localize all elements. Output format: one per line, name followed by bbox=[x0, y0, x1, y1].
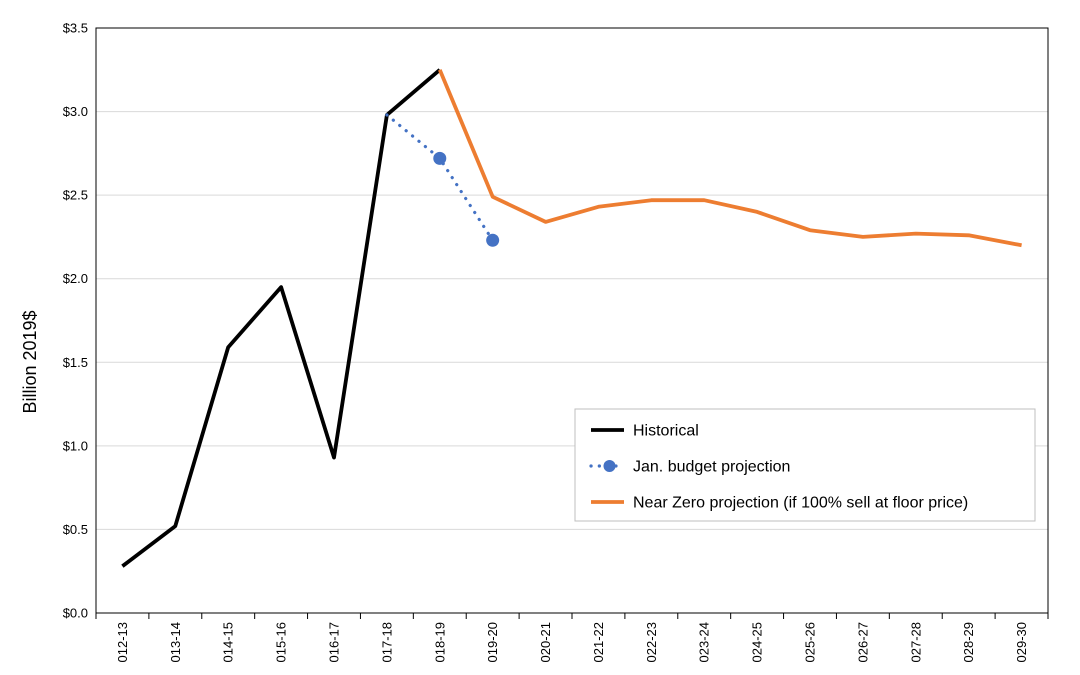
x-tick-label: 014-15 bbox=[221, 622, 236, 662]
y-tick-label: $2.0 bbox=[63, 271, 88, 286]
x-tick-label: 028-29 bbox=[961, 622, 976, 662]
x-tick-label: 012-13 bbox=[115, 622, 130, 662]
x-tick-label: 018-19 bbox=[432, 622, 447, 662]
x-tick-label: 013-14 bbox=[168, 622, 183, 662]
axes: $0.0 $0.5 $1.0 $1.5 $2.0 $2.5 $3.0 $3.5 012-13 01… bbox=[63, 21, 1049, 662]
series-line-near-zero bbox=[438, 69, 1022, 248]
x-tick-label: 021-22 bbox=[591, 622, 606, 662]
x-tick-label: 025-26 bbox=[803, 622, 818, 662]
data-point-jan-budget bbox=[433, 151, 447, 165]
x-tick-label: 023-24 bbox=[697, 622, 712, 662]
legend-label: Near Zero projection (if 100% sell at fl… bbox=[633, 495, 968, 512]
y-tick-label: $1.5 bbox=[63, 355, 88, 370]
y-tick-label: $0.0 bbox=[63, 606, 88, 621]
series-line-historical bbox=[121, 68, 442, 568]
y-tick-label: $0.5 bbox=[63, 522, 88, 537]
y-tick-label: $3.5 bbox=[63, 21, 88, 36]
x-tick-label: 019-20 bbox=[485, 622, 500, 662]
x-tick-label: 016-17 bbox=[327, 622, 342, 662]
legend-label: Historical bbox=[633, 423, 699, 440]
data-point-jan-budget bbox=[486, 233, 500, 247]
x-tick-label: 027-28 bbox=[908, 622, 923, 662]
x-tick-label: 029-30 bbox=[1014, 622, 1029, 662]
legend-label: Jan. budget projection bbox=[633, 459, 790, 476]
legend-marker-jan-budget bbox=[603, 460, 616, 472]
legend: Historical Jan. budget projection Near Zer… bbox=[574, 408, 1036, 522]
y-tick-label: $1.0 bbox=[63, 438, 88, 453]
x-tick-label: 024-25 bbox=[750, 622, 765, 662]
series-line-jan-budget bbox=[385, 113, 495, 242]
series bbox=[121, 68, 1022, 568]
x-tick-label: 022-23 bbox=[644, 622, 659, 662]
y-tick-label: $2.5 bbox=[63, 188, 88, 203]
legend-box bbox=[574, 408, 1036, 522]
x-tick-label: 020-21 bbox=[538, 622, 553, 662]
x-tick-label: 015-16 bbox=[274, 622, 289, 662]
plot-frame bbox=[95, 27, 1049, 614]
y-axis-label: Billion 2019$ bbox=[20, 310, 40, 413]
x-tick-label: 026-27 bbox=[855, 622, 870, 662]
y-tick-label: $3.0 bbox=[63, 104, 88, 119]
x-tick-label: 017-18 bbox=[379, 622, 394, 662]
